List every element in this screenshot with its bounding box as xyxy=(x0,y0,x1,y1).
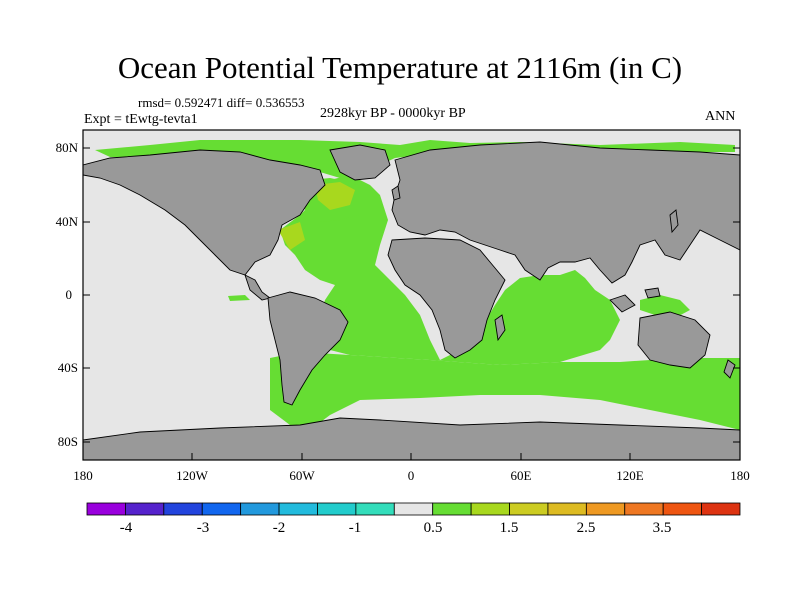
colorbar-swatch xyxy=(355,502,395,516)
period-label: 2928kyr BP - 0000kyr BP xyxy=(320,106,466,121)
lat-label: 80S xyxy=(58,434,78,449)
lon-ticks xyxy=(82,453,741,460)
colorbar-label: 2.5 xyxy=(577,520,596,536)
colorbar-label: -4 xyxy=(120,520,133,536)
colorbar-swatch xyxy=(547,502,587,516)
colorbar-swatch xyxy=(201,502,242,516)
lon-label: 60W xyxy=(289,468,315,483)
colorbar-swatch xyxy=(509,502,549,516)
colorbar-labels: -4 -3 -2 -1 0.5 1.5 2.5 3.5 xyxy=(120,520,672,536)
lat-label: 80N xyxy=(56,140,79,155)
lon-label: 120E xyxy=(616,468,644,483)
colorbar-swatch xyxy=(86,502,126,516)
colorbar-swatch xyxy=(240,502,280,516)
lon-label: 180 xyxy=(73,468,93,483)
colorbar-swatch xyxy=(624,502,664,516)
colorbar-swatch xyxy=(585,502,626,516)
lat-label: 40N xyxy=(56,214,79,229)
colorbar-swatch xyxy=(163,502,203,516)
colorbar-label: -3 xyxy=(197,520,210,536)
warm-patch xyxy=(315,182,355,210)
colorbar-label: -2 xyxy=(273,520,286,536)
lon-label: 180 xyxy=(730,468,750,483)
lat-label: 40S xyxy=(58,360,78,375)
colorbar-swatch xyxy=(393,502,434,516)
chart-title: Ocean Potential Temperature at 2116m (in… xyxy=(117,50,683,85)
colorbar-label: 3.5 xyxy=(653,520,672,536)
colorbar-swatch xyxy=(470,502,510,516)
colorbar-swatch xyxy=(701,502,741,516)
lon-label: 120W xyxy=(176,468,209,483)
colorbar-swatch xyxy=(278,502,318,516)
colorbar-label: -1 xyxy=(349,520,362,536)
colorbar-swatch xyxy=(432,502,472,516)
map-body xyxy=(83,130,740,460)
colorbar-swatch xyxy=(662,502,702,516)
colorbar-label: 0.5 xyxy=(424,520,443,536)
lat-label: 0 xyxy=(66,287,73,302)
lon-label: 0 xyxy=(408,468,415,483)
stats-label: rmsd= 0.592471 diff= 0.536553 xyxy=(138,95,305,110)
colorbar-swatch xyxy=(125,502,165,516)
lat-ticks xyxy=(83,147,740,443)
colorbar xyxy=(86,502,741,516)
lon-label: 60E xyxy=(511,468,532,483)
colorbar-swatch xyxy=(317,502,357,516)
land-masses xyxy=(83,141,740,460)
season-label: ANN xyxy=(705,109,736,124)
experiment-label: Expt = tEwtg-tevta1 xyxy=(84,112,198,127)
warm-ocean-regions xyxy=(95,140,740,430)
warm-patch xyxy=(278,222,305,250)
colorbar-label: 1.5 xyxy=(500,520,519,536)
